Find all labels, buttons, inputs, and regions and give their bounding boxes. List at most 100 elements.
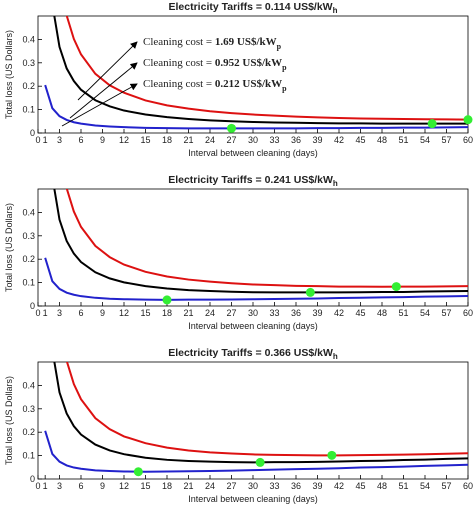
panel-title: Electricity Tariffs = 0.241 US$/kWh [168,174,338,188]
optimum-point [327,450,337,460]
title-text: Electricity Tariffs = 0.241 US$/kW [168,174,333,186]
optimum-point [427,119,437,129]
x-tick-label: 30 [248,481,258,491]
optimum-point [255,457,265,467]
x-tick-label: 36 [291,308,301,318]
line-series [65,362,468,457]
x-tick-label: 21 [183,481,193,491]
x-tick-label: 57 [441,135,451,145]
x-tick-label: 45 [355,135,365,145]
x-tick-label: 24 [205,481,215,491]
x-tick-label: 54 [420,135,430,145]
annotation-value: 1.69 US$/kW [215,36,277,48]
y-tick-label: 0.3 [22,404,35,414]
x-tick-label: 60 [463,308,473,318]
y-tick-label: 0.4 [22,207,35,217]
x-tick-label: 39 [312,135,322,145]
x-tick-label: 3 [57,481,62,491]
x-tick-label: 3 [57,308,62,318]
line-series [44,84,468,130]
optimum-point [133,467,143,477]
annotation: Cleaning cost = 0.952 US$/kWp [143,57,287,72]
x-tick-label: 54 [420,308,430,318]
x-tick-label: 30 [248,308,258,318]
title-sub: h [333,6,338,15]
x-tick-label: 45 [355,481,365,491]
y-tick-label: 0 [30,301,35,311]
x-tick-label: 39 [312,481,322,491]
plot-frame [37,188,469,307]
y-tick-label: 0 [30,128,35,138]
y-tick-label: 0 [30,474,35,484]
annotation-arrow [61,83,138,127]
plot-frame [37,15,469,134]
x-tick-label: 27 [226,135,236,145]
x-tick-label: 57 [441,481,451,491]
x-tick-label: 51 [398,135,408,145]
y-tick-label: 0.3 [22,231,35,241]
x-axis-label: Interval between cleaning (days) [188,321,318,331]
line-series [44,257,468,301]
x-tick-label: 15 [140,135,150,145]
optimum-point [162,295,172,305]
title-sub: h [333,352,338,361]
x-tick-label: 3 [57,135,62,145]
x-tick-label: 42 [334,308,344,318]
x-tick-label: 60 [463,481,473,491]
x-tick-label: 1 [43,481,48,491]
x-tick-label: 9 [100,308,105,318]
annotation-text: Cleaning cost = [143,57,215,69]
line-series [65,189,468,288]
panel-title: Electricity Tariffs = 0.366 US$/kWh [168,347,338,361]
y-tick-label: 0.1 [22,451,35,461]
title-sub: h [333,179,338,188]
x-tick-label: 48 [377,135,387,145]
x-tick-label: 0 [35,308,40,318]
x-tick-label: 45 [355,308,365,318]
x-tick-label: 30 [248,135,258,145]
x-tick-label: 1 [43,135,48,145]
annotation-text: Cleaning cost = [143,78,215,90]
x-tick-label: 21 [183,308,193,318]
x-tick-label: 12 [119,135,129,145]
y-tick-label: 0.4 [22,380,35,390]
x-tick-label: 12 [119,481,129,491]
y-axis-label: Total loss (US Dollars) [4,30,14,119]
x-tick-label: 51 [398,308,408,318]
x-tick-label: 57 [441,308,451,318]
x-tick-label: 18 [162,308,172,318]
optimum-point [305,287,315,297]
title-text: Electricity Tariffs = 0.114 US$/kW [169,1,333,13]
annotation-text: Cleaning cost = [143,36,215,48]
x-tick-label: 12 [119,308,129,318]
y-tick-label: 0.2 [22,254,35,264]
x-tick-label: 48 [377,481,387,491]
x-tick-label: 9 [100,135,105,145]
x-tick-label: 33 [269,308,279,318]
x-tick-label: 18 [162,135,172,145]
x-tick-label: 6 [78,481,83,491]
annotation-sub: p [277,42,282,51]
x-tick-label: 9 [100,481,105,491]
x-tick-label: 36 [291,481,301,491]
optimum-point [463,115,473,125]
annotation: Cleaning cost = 1.69 US$/kWp [143,36,282,51]
line-series [44,430,468,473]
x-tick-label: 48 [377,308,387,318]
y-tick-label: 0.2 [22,427,35,437]
x-tick-label: 15 [140,308,150,318]
x-tick-label: 1 [43,308,48,318]
x-tick-label: 18 [162,481,172,491]
annotation-value: 0.212 US$/kW [215,78,282,90]
x-tick-label: 33 [269,481,279,491]
y-tick-label: 0.4 [22,34,35,44]
x-tick-label: 15 [140,481,150,491]
optimum-point [391,282,401,292]
y-tick-label: 0.1 [22,278,35,288]
x-tick-label: 33 [269,135,279,145]
x-tick-label: 0 [35,135,40,145]
x-axis-label: Interval between cleaning (days) [188,148,318,158]
x-tick-label: 42 [334,135,344,145]
x-tick-label: 60 [463,135,473,145]
y-axis-label: Total loss (US Dollars) [4,376,14,465]
